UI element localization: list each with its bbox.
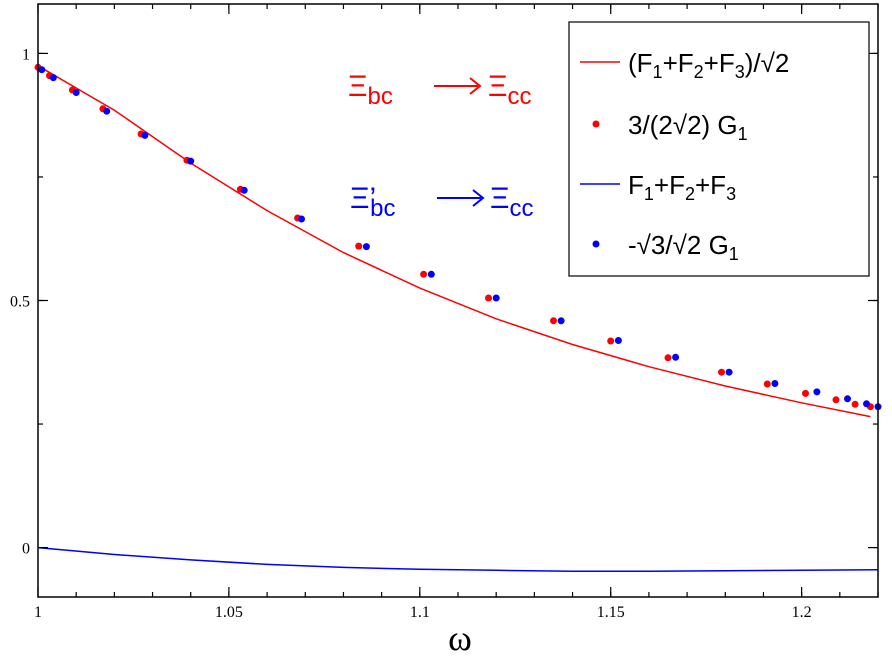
plot-frame [37,3,879,598]
series-4-point [72,89,80,96]
legend-label-4: -√3/√2 G1 [628,230,739,264]
series-4-point [362,243,370,251]
series-2-point [355,242,363,250]
plot-series [34,63,882,573]
series-2-point [485,294,492,302]
legend-swatch-point-blue [592,240,600,248]
series-2-point [664,354,672,362]
series-4-point [298,215,305,223]
series-4-point [557,317,565,325]
series-4-point [771,380,779,387]
x-tick-label: 1.2 [792,604,812,621]
y-tick-label: 0.5 [10,294,30,311]
x-tick-label: 1.05 [215,604,243,621]
series-4-point [38,66,46,74]
tick-labels: 1 1.05 1.1 1.15 1.2 0 0.5 1 [10,46,812,621]
series-2-point [550,317,557,325]
series-4-point [103,107,111,115]
series-4-point [614,337,622,344]
series-2-point [851,400,859,408]
legend-box [568,21,870,277]
series-4-point [725,368,733,376]
series-line-1 [37,65,871,418]
series-4-point [813,388,821,396]
legend-label-2: 3/(2√2) G1 [628,110,748,144]
series-4-point [187,157,195,165]
series-4-point [49,74,57,82]
x-axis-label: ω [448,618,472,658]
x-tick-label: 1.15 [597,604,625,621]
series-4-point [240,186,248,194]
legend-swatch-point-red [592,120,600,128]
legend-label-1: (F1+F2+F3)/√2 [628,48,789,82]
annotation-blue-arrowhead [472,189,485,207]
series-2-point [420,270,428,278]
series-4-point [863,400,870,408]
y-tick-label: 0 [22,541,30,558]
annotation-red-arrowhead [469,77,482,95]
series-4-point [141,131,149,139]
series-4-point [492,294,500,302]
axis-ticks [37,4,879,597]
legend-label-3: F1+F2+F3 [628,170,736,204]
series-4-point [672,353,680,361]
series-4-point [844,395,851,403]
x-tick-label: 1.1 [410,604,430,621]
series-2-point [718,368,725,376]
series-4-point [427,270,435,278]
legend: (F1+F2+F3)/√2 3/(2√2) G1 F1+F2+F3 -√3/√2… [568,21,870,277]
y-tick-label: 1 [22,46,30,63]
series-line-3 [37,546,879,573]
series-2-point [763,380,771,388]
series-2-point [607,337,615,345]
series-2-point [832,396,840,404]
series-2-point [802,389,809,397]
x-tick-label: 1 [34,604,42,621]
